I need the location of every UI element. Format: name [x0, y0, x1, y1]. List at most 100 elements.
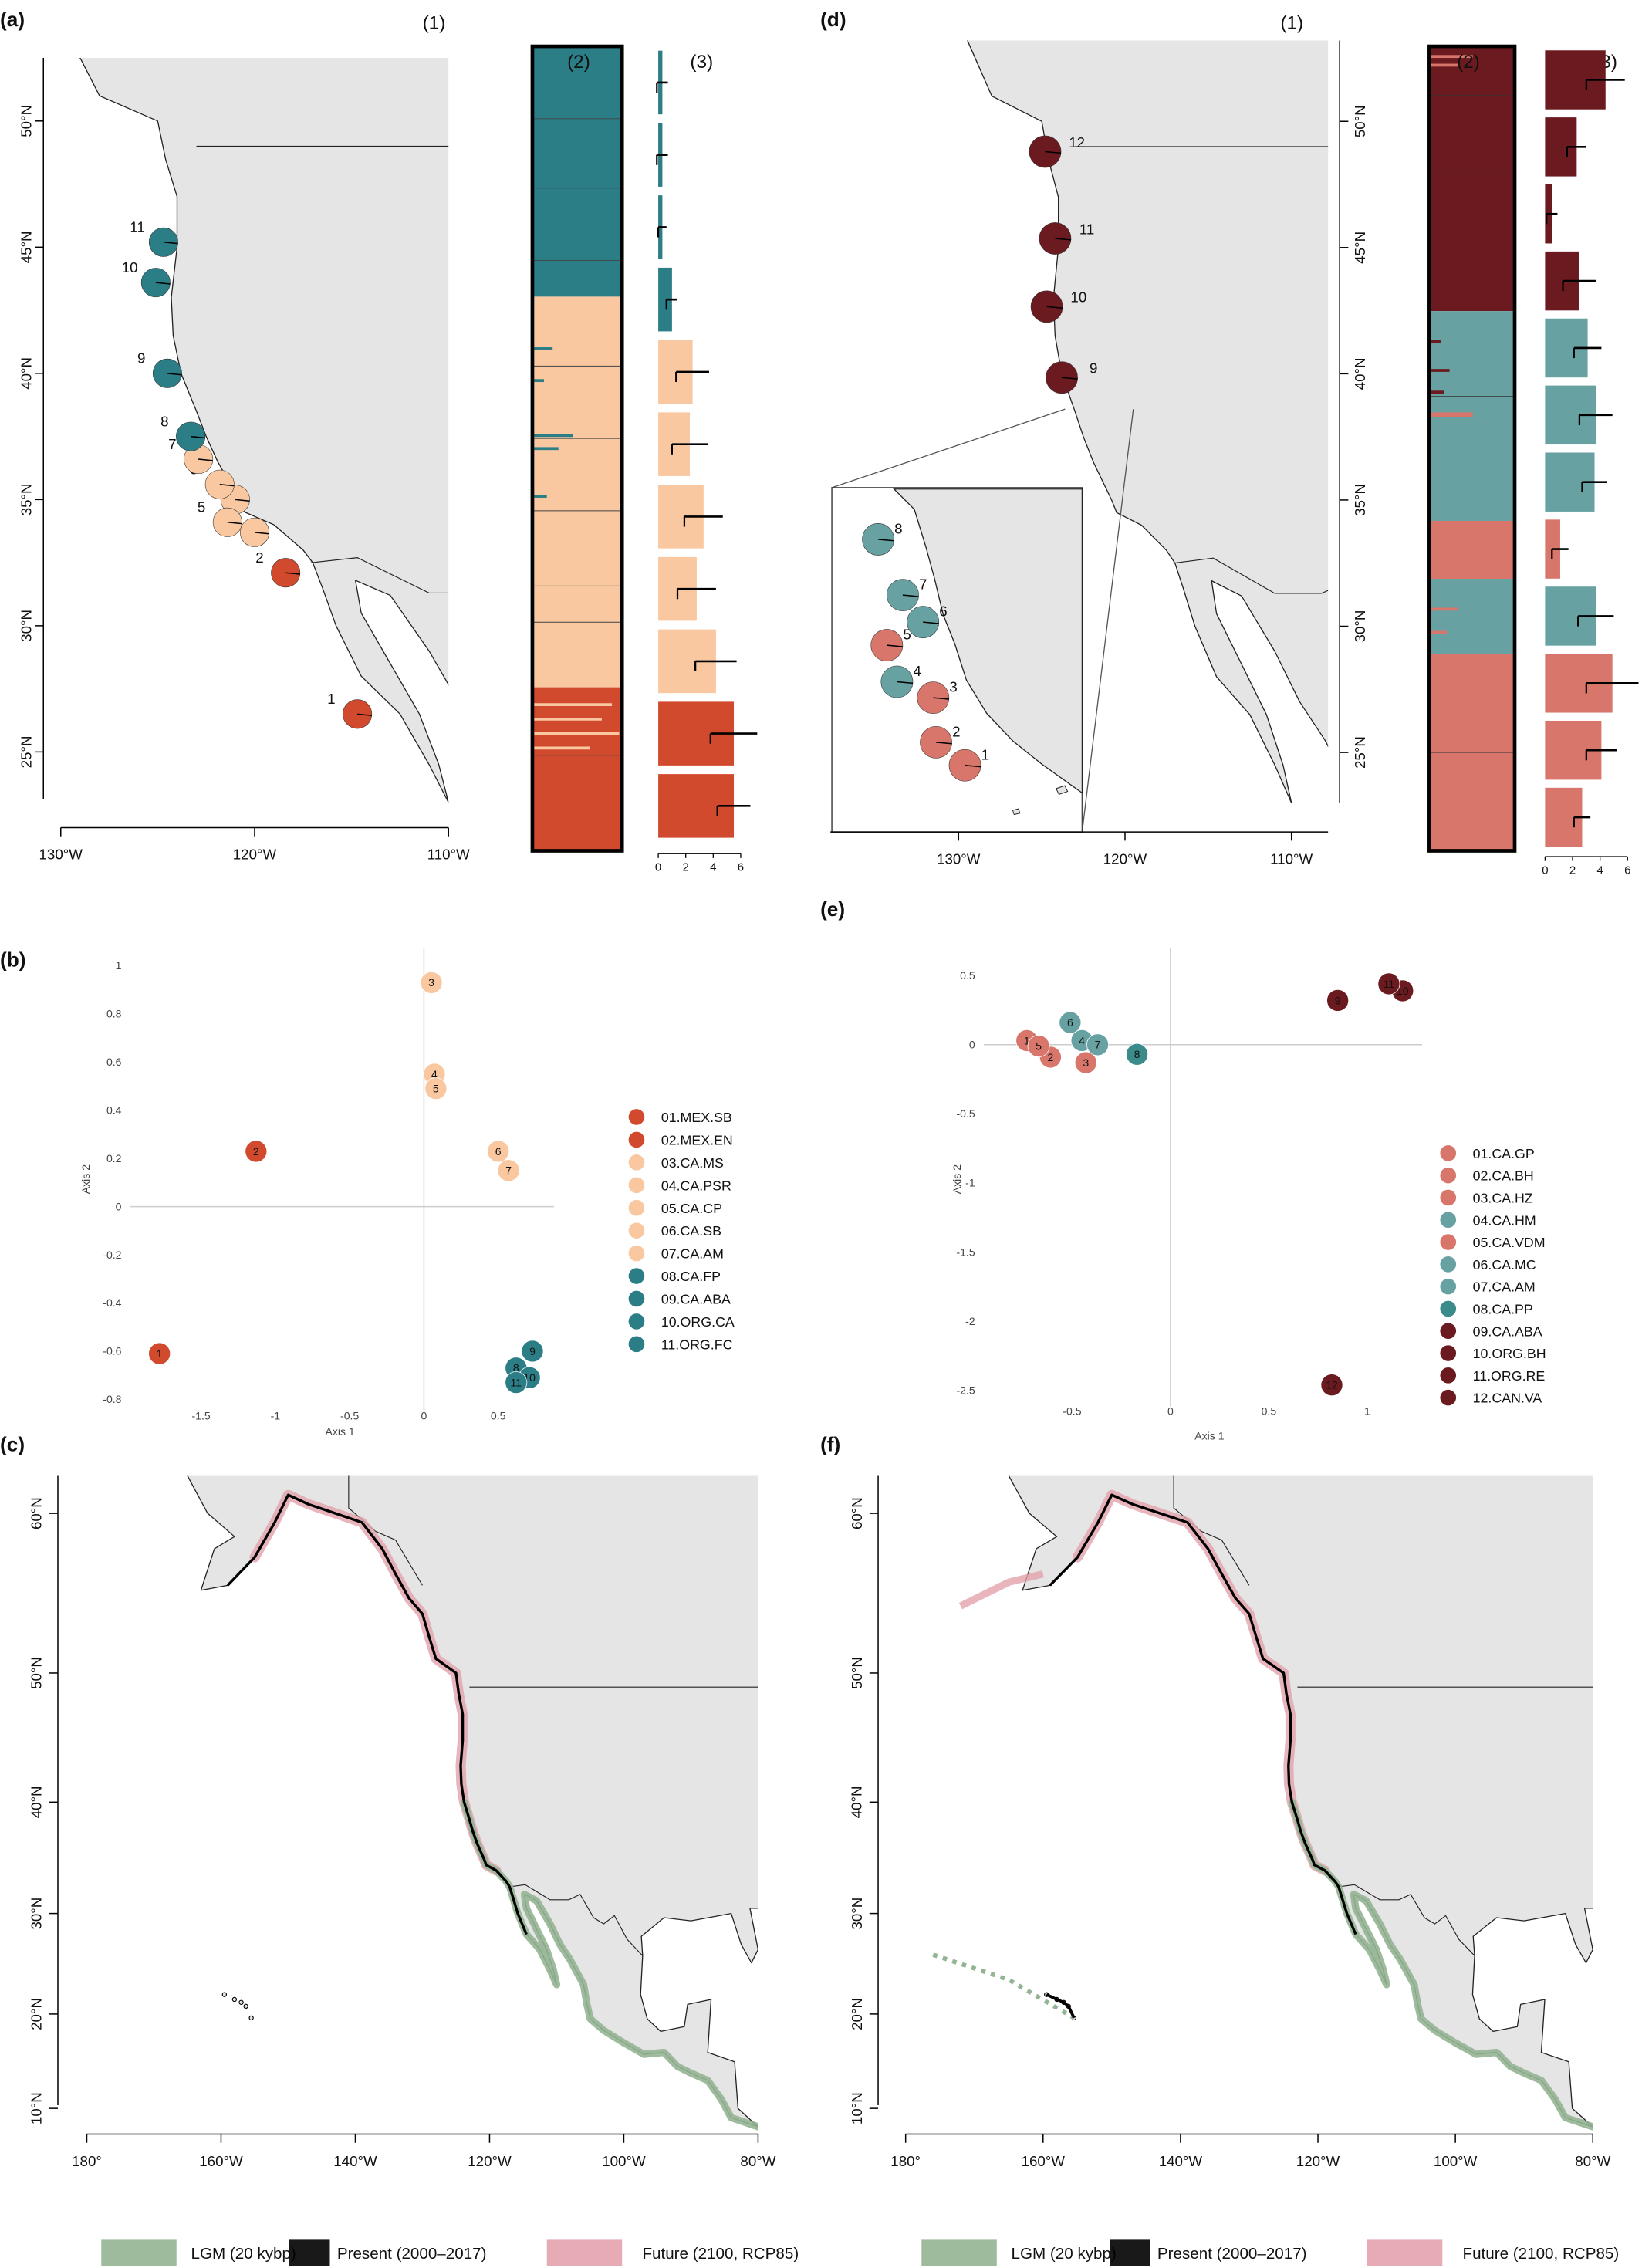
- point: [424, 1077, 448, 1100]
- legend-marker: [628, 1313, 645, 1330]
- legend-swatch: [921, 2239, 997, 2266]
- y-tick-label: -0.5: [956, 1107, 975, 1120]
- column-label: (1): [423, 13, 446, 34]
- border: [1337, 1884, 1475, 1956]
- legend-swatch: [546, 2239, 623, 2266]
- legend-marker: [1440, 1323, 1457, 1340]
- x-tick-label: 0.5: [491, 1409, 506, 1421]
- y-tick-label: -1: [965, 1177, 975, 1189]
- legend-label: 07.CA.AM: [661, 1246, 724, 1262]
- legend-marker: [1440, 1300, 1457, 1317]
- legend-label: 09.CA.ABA: [661, 1292, 731, 1307]
- island: [507, 847, 511, 850]
- inset-connector: [831, 408, 1066, 488]
- x-tick-label: -1.5: [191, 1409, 210, 1421]
- inset-land: [893, 488, 1083, 794]
- point-label: 6: [495, 1145, 502, 1158]
- legend-label: Future (2100, RCP85): [1463, 2245, 1620, 2263]
- point: [1320, 1374, 1343, 1397]
- site-pie: [152, 358, 182, 388]
- map: [79, 58, 449, 803]
- point: [1059, 1011, 1082, 1034]
- range-present: [1046, 1993, 1076, 2019]
- x-tick-label: 120°W: [233, 847, 277, 863]
- point-label: 11: [510, 1376, 522, 1388]
- site-pointer: [254, 532, 269, 535]
- site-pointer: [219, 483, 235, 487]
- x-tick-label: 0.5: [1262, 1405, 1277, 1418]
- x-tick-label: 0: [655, 861, 661, 874]
- legend-swatch: [1110, 2239, 1150, 2266]
- legend-marker: [1440, 1189, 1457, 1206]
- border: [310, 557, 449, 593]
- site-pointer: [1061, 377, 1078, 380]
- x-tick-label: -0.5: [340, 1409, 359, 1421]
- site-pointer: [933, 697, 949, 700]
- y-tick-label: 50°N: [19, 105, 35, 137]
- x-tick-label: 140°W: [1159, 2153, 1203, 2169]
- y-tick-label: -2.5: [956, 1384, 975, 1397]
- legend-marker: [628, 1199, 645, 1216]
- legend-marker: [628, 1290, 645, 1307]
- site-pointer: [357, 713, 372, 716]
- site-pointer: [167, 373, 182, 376]
- x-tick-label: 80°W: [740, 2153, 775, 2169]
- land: [79, 58, 449, 803]
- site-label: 2: [255, 549, 263, 566]
- legend-marker: [628, 1222, 645, 1239]
- land: [967, 40, 1329, 804]
- island: [532, 887, 536, 891]
- legend-swatch: [101, 2239, 177, 2266]
- point: [1086, 1033, 1109, 1056]
- y-tick-label: 25°N: [1352, 736, 1368, 769]
- site-label: 9: [137, 350, 145, 367]
- panel-label: (c): [0, 1433, 25, 1456]
- y-tick-label: 45°N: [1352, 232, 1368, 264]
- point-label: 8: [1134, 1048, 1140, 1060]
- point-label: 4: [1079, 1034, 1085, 1046]
- y-tick-label: 20°N: [849, 1998, 865, 2030]
- legend-label: 04.CA.PSR: [661, 1178, 731, 1193]
- legend-label: 10.ORG.CA: [661, 1314, 735, 1330]
- y-tick-label: -0.2: [103, 1249, 121, 1261]
- site-label: 7: [919, 576, 927, 593]
- legend-label: LGM (20 kybp): [191, 2245, 296, 2263]
- site-pointer: [1046, 306, 1063, 309]
- column-label: (2): [567, 52, 590, 73]
- y-tick-label: 35°N: [1352, 484, 1368, 516]
- x-tick-label: 80°W: [1575, 2153, 1610, 2169]
- y-tick-label: 10°N: [849, 2092, 865, 2124]
- inset-island: [1012, 785, 1069, 816]
- x-tick-label: 140°W: [333, 2153, 377, 2169]
- legend-marker: [628, 1177, 645, 1194]
- site-label: 2: [952, 723, 960, 739]
- legend-marker: [628, 1109, 645, 1125]
- x-tick-label: 1: [1364, 1405, 1370, 1418]
- y-tick-label: 0.4: [106, 1104, 122, 1117]
- legend-swatch: [289, 2239, 330, 2266]
- x-tick-label: 100°W: [602, 2153, 646, 2169]
- point: [148, 1342, 171, 1365]
- island: [519, 857, 522, 860]
- legend-marker: [1440, 1389, 1457, 1406]
- panel-label: (e): [820, 897, 845, 921]
- point-label: 2: [1047, 1051, 1053, 1063]
- point-label: 9: [1335, 994, 1341, 1006]
- land: [187, 1475, 758, 2128]
- x-tick-label: 120°W: [1296, 2153, 1340, 2169]
- y-tick-label: 25°N: [19, 735, 35, 768]
- border: [348, 1475, 423, 1586]
- site-label: 11: [1079, 221, 1094, 237]
- y-tick-label: 30°N: [19, 610, 35, 642]
- legend-label: 08.CA.FP: [661, 1269, 721, 1284]
- legend-marker: [628, 1131, 645, 1148]
- legend-label: 06.CA.SB: [661, 1223, 721, 1239]
- island: [238, 1999, 244, 2005]
- legend-label: 03.CA.MS: [661, 1155, 724, 1171]
- legend-label: 05.CA.VDM: [1473, 1235, 1546, 1250]
- legend-label: 07.CA.AM: [1473, 1279, 1536, 1295]
- point-label: 5: [1036, 1039, 1042, 1052]
- site-pointer: [198, 458, 213, 461]
- site-pie: [1029, 135, 1062, 168]
- legend-label: 11.ORG.FC: [661, 1337, 733, 1352]
